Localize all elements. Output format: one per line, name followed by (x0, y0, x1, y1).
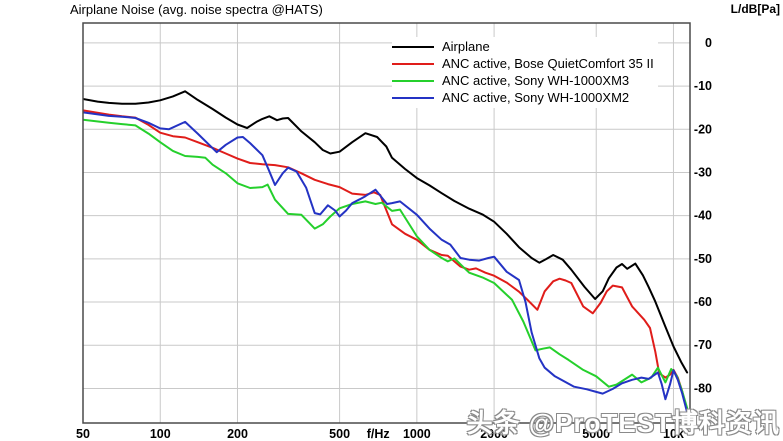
svg-text:5000: 5000 (582, 427, 610, 441)
legend-line-swatch (392, 62, 434, 65)
y-axis-unit-label: L/dB[Pa] (730, 2, 780, 16)
legend-line-swatch (392, 96, 434, 99)
svg-text:-60: -60 (694, 295, 712, 309)
chart-title: Airplane Noise (avg. noise spectra @HATS… (70, 2, 323, 17)
svg-text:-70: -70 (694, 338, 712, 352)
chart-legend: Airplane ANC active, Bose QuietComfort 3… (392, 37, 658, 108)
svg-text:-30: -30 (694, 165, 712, 179)
legend-item-sony-xm2: ANC active, Sony WH-1000XM2 (392, 89, 654, 106)
svg-text:50: 50 (76, 427, 90, 441)
svg-text:-80: -80 (694, 381, 712, 395)
svg-text:-20: -20 (694, 122, 712, 136)
svg-text:2000: 2000 (480, 427, 508, 441)
legend-item-label: ANC active, Sony WH-1000XM3 (442, 73, 630, 88)
legend-line-swatch (392, 45, 434, 48)
legend-item-label: ANC active, Bose QuietComfort 35 II (442, 56, 654, 71)
legend-line-swatch (392, 79, 434, 82)
svg-text:-50: -50 (694, 252, 712, 266)
legend-item-label: ANC active, Sony WH-1000XM2 (442, 90, 630, 105)
svg-text:-40: -40 (694, 209, 712, 223)
svg-text:500: 500 (329, 427, 350, 441)
svg-text:10k: 10k (663, 427, 684, 441)
legend-item-airplane: Airplane (392, 38, 654, 55)
watermark-text: 头条 @ProTEST博科资讯 (466, 408, 780, 438)
svg-text:1000: 1000 (403, 427, 431, 441)
legend-item-sony-xm3: ANC active, Sony WH-1000XM3 (392, 72, 654, 89)
svg-text:-10: -10 (694, 79, 712, 93)
legend-item-bose-qc35: ANC active, Bose QuietComfort 35 II (392, 55, 654, 72)
legend-item-label: Airplane (442, 39, 490, 54)
svg-text:100: 100 (150, 427, 171, 441)
svg-text:0: 0 (705, 36, 712, 50)
svg-text:f/Hz: f/Hz (367, 427, 390, 441)
svg-text:200: 200 (227, 427, 248, 441)
